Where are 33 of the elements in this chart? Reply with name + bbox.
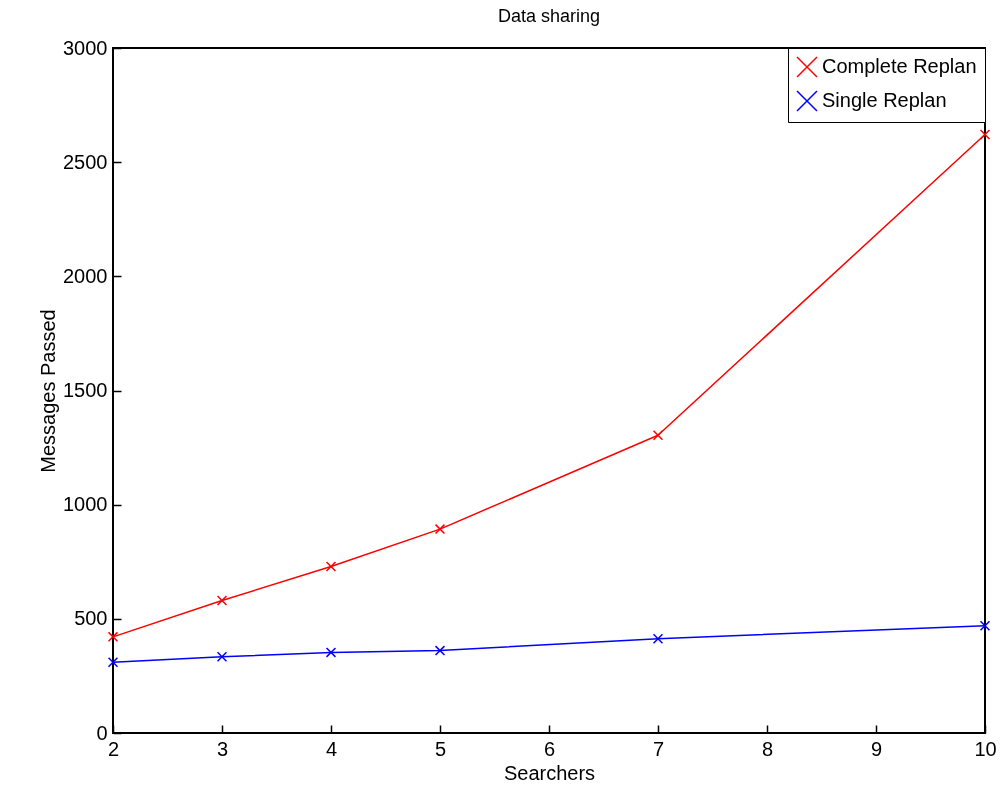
legend-label: Complete Replan — [822, 55, 977, 77]
x-tick-label: 2 — [107, 737, 120, 760]
x-axis-title: Searchers — [503, 761, 596, 784]
point — [216, 595, 228, 606]
y-tick-label: 500 — [74, 607, 108, 630]
point — [434, 645, 446, 656]
y-tick-label: 2500 — [63, 150, 108, 173]
point — [434, 523, 446, 535]
x-tick-label: 6 — [543, 737, 556, 760]
x-tick-label: 10 — [974, 737, 997, 760]
point — [107, 656, 119, 668]
legend-label: Single Replan — [822, 89, 947, 111]
y-axis-title: Messages Passed — [37, 309, 60, 473]
point — [652, 430, 664, 441]
point — [652, 633, 664, 644]
x-tick-label: 5 — [434, 737, 447, 760]
x-tick-label: 7 — [652, 737, 665, 760]
point — [216, 651, 228, 662]
x-tick-label: 3 — [216, 737, 229, 760]
x-tick-label: 4 — [325, 737, 338, 760]
y-tick-label: 1500 — [63, 379, 108, 401]
point — [325, 647, 337, 658]
y-tick-label: 0 — [96, 721, 108, 744]
point — [107, 631, 119, 643]
point — [979, 620, 991, 631]
y-tick-label: 2000 — [63, 264, 108, 287]
point — [325, 561, 337, 572]
y-tick-label: 1000 — [63, 493, 108, 516]
x-tick-label: 8 — [761, 737, 774, 760]
y-tick-label: 3000 — [63, 36, 108, 59]
chart-title: Data sharing — [497, 6, 601, 26]
point — [979, 129, 991, 140]
x-tick-label: 9 — [870, 737, 883, 760]
